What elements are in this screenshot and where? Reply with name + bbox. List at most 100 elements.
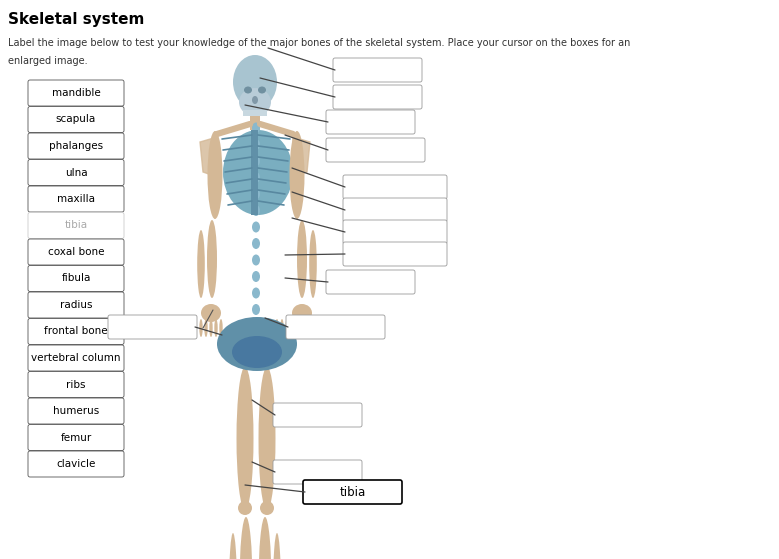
Ellipse shape <box>285 319 289 337</box>
Ellipse shape <box>233 55 277 109</box>
Ellipse shape <box>210 319 213 337</box>
Ellipse shape <box>252 172 260 183</box>
FancyBboxPatch shape <box>286 315 385 339</box>
Ellipse shape <box>238 501 252 515</box>
Text: frontal bone: frontal bone <box>44 326 108 337</box>
Text: scapula: scapula <box>56 115 96 125</box>
Ellipse shape <box>229 533 237 559</box>
Text: ribs: ribs <box>66 380 86 390</box>
Ellipse shape <box>207 220 217 298</box>
Text: fibula: fibula <box>62 273 90 283</box>
Ellipse shape <box>252 122 260 134</box>
Text: enlarged image.: enlarged image. <box>8 56 87 66</box>
FancyBboxPatch shape <box>28 451 124 477</box>
Ellipse shape <box>252 337 260 348</box>
Ellipse shape <box>204 319 208 337</box>
Ellipse shape <box>232 336 282 368</box>
Text: clavicle: clavicle <box>56 459 96 469</box>
Text: tibia: tibia <box>340 486 365 499</box>
FancyBboxPatch shape <box>28 266 124 291</box>
FancyBboxPatch shape <box>343 175 447 199</box>
Ellipse shape <box>207 131 223 219</box>
Ellipse shape <box>273 533 281 559</box>
FancyBboxPatch shape <box>108 315 197 339</box>
Text: mandible: mandible <box>51 88 100 98</box>
Bar <box>243 110 267 116</box>
FancyBboxPatch shape <box>343 242 447 266</box>
FancyBboxPatch shape <box>28 372 124 397</box>
Ellipse shape <box>291 319 294 337</box>
Ellipse shape <box>239 517 252 559</box>
Polygon shape <box>200 137 217 177</box>
Ellipse shape <box>295 319 298 337</box>
Ellipse shape <box>259 517 272 559</box>
FancyBboxPatch shape <box>28 292 124 318</box>
FancyBboxPatch shape <box>273 460 362 484</box>
Ellipse shape <box>258 87 266 93</box>
Ellipse shape <box>252 155 260 167</box>
FancyBboxPatch shape <box>326 138 425 162</box>
Ellipse shape <box>201 304 221 322</box>
Ellipse shape <box>252 188 260 200</box>
Text: radius: radius <box>60 300 92 310</box>
FancyBboxPatch shape <box>28 186 124 212</box>
Ellipse shape <box>259 367 276 510</box>
Ellipse shape <box>252 304 260 315</box>
Polygon shape <box>293 137 310 177</box>
Ellipse shape <box>217 317 297 371</box>
Ellipse shape <box>237 367 253 510</box>
FancyBboxPatch shape <box>326 110 415 134</box>
Text: humerus: humerus <box>53 406 99 416</box>
FancyBboxPatch shape <box>28 319 124 344</box>
Ellipse shape <box>252 96 258 104</box>
Text: coxal bone: coxal bone <box>48 247 104 257</box>
FancyBboxPatch shape <box>273 403 362 427</box>
FancyBboxPatch shape <box>28 133 124 159</box>
Ellipse shape <box>260 501 274 515</box>
Ellipse shape <box>197 230 205 298</box>
Ellipse shape <box>252 139 260 150</box>
Ellipse shape <box>275 319 279 337</box>
Text: maxilla: maxilla <box>57 194 95 204</box>
Ellipse shape <box>297 220 307 298</box>
Ellipse shape <box>252 287 260 299</box>
Text: femur: femur <box>61 433 92 443</box>
Text: phalanges: phalanges <box>49 141 103 151</box>
Ellipse shape <box>223 130 293 215</box>
Ellipse shape <box>252 205 260 216</box>
Ellipse shape <box>214 319 217 337</box>
Bar <box>252 130 259 215</box>
Text: Skeletal system: Skeletal system <box>8 12 144 27</box>
Ellipse shape <box>290 131 305 219</box>
Ellipse shape <box>239 88 271 116</box>
FancyBboxPatch shape <box>28 398 124 424</box>
FancyBboxPatch shape <box>343 198 447 222</box>
Text: ulna: ulna <box>65 168 87 178</box>
Ellipse shape <box>199 319 203 337</box>
FancyBboxPatch shape <box>28 212 124 239</box>
Text: Label the image below to test your knowledge of the major bones of the skeletal : Label the image below to test your knowl… <box>8 38 630 48</box>
FancyBboxPatch shape <box>28 107 124 132</box>
FancyBboxPatch shape <box>28 239 124 265</box>
Text: tibia: tibia <box>65 220 87 230</box>
FancyBboxPatch shape <box>28 345 124 371</box>
Ellipse shape <box>252 254 260 266</box>
FancyBboxPatch shape <box>28 80 124 106</box>
FancyBboxPatch shape <box>28 159 124 186</box>
Ellipse shape <box>280 319 284 337</box>
Ellipse shape <box>220 319 223 337</box>
Ellipse shape <box>309 230 317 298</box>
FancyBboxPatch shape <box>326 270 415 294</box>
FancyBboxPatch shape <box>333 58 422 82</box>
Bar <box>250 116 260 130</box>
Ellipse shape <box>252 271 260 282</box>
FancyBboxPatch shape <box>28 424 124 451</box>
FancyBboxPatch shape <box>303 480 402 504</box>
FancyBboxPatch shape <box>343 220 447 244</box>
Ellipse shape <box>292 304 312 322</box>
Text: vertebral column: vertebral column <box>31 353 121 363</box>
Ellipse shape <box>244 87 252 93</box>
FancyBboxPatch shape <box>333 85 422 109</box>
Ellipse shape <box>252 238 260 249</box>
Ellipse shape <box>252 221 260 233</box>
